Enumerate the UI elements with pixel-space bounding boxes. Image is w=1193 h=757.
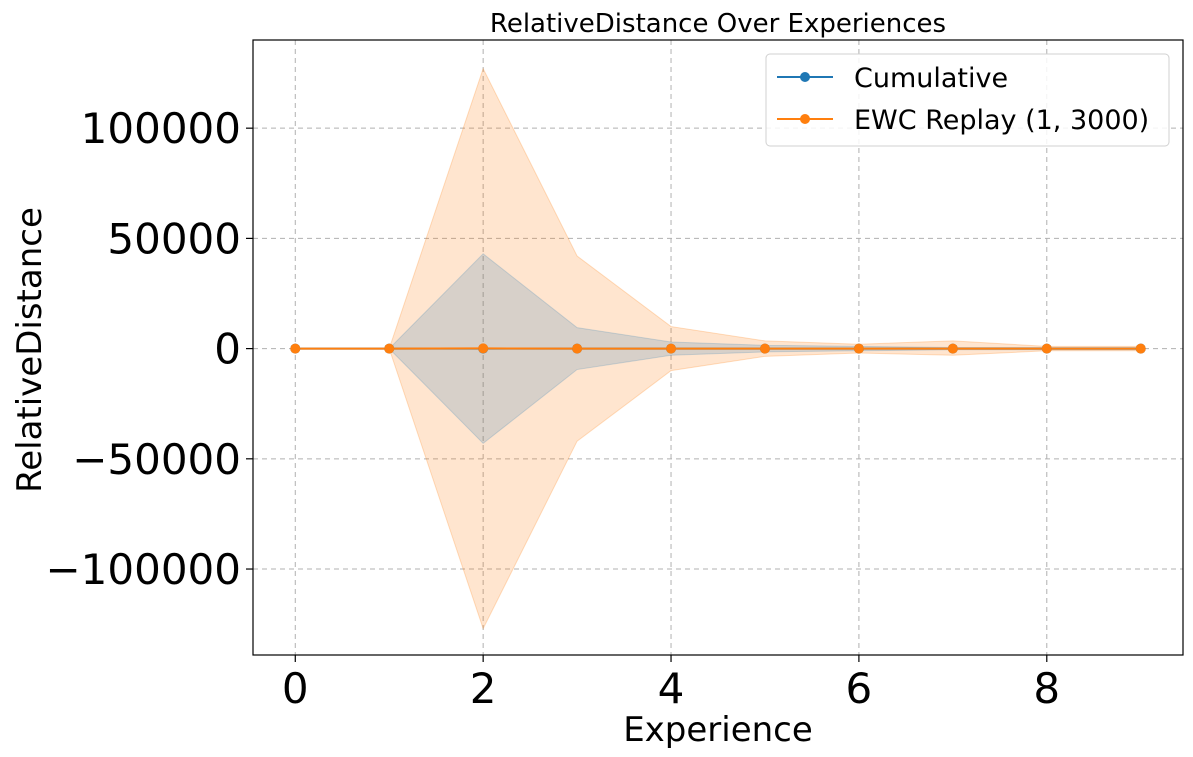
- point-ewc-replay: [666, 343, 677, 354]
- point-ewc-replay: [384, 343, 395, 354]
- point-ewc-replay: [290, 343, 301, 354]
- x-axis-ticks: 0 2 4 6 8: [282, 655, 1060, 713]
- point-ewc-replay: [572, 343, 583, 354]
- legend: Cumulative EWC Replay (1, 3000): [765, 53, 1170, 147]
- x-tick-label: 4: [658, 664, 685, 713]
- point-ewc-replay: [759, 343, 770, 354]
- x-tick-label: 6: [846, 664, 873, 713]
- legend-label-ewc-replay: EWC Replay (1, 3000): [854, 105, 1149, 136]
- y-tick-label: 50000: [107, 214, 241, 263]
- x-tick-label: 8: [1033, 664, 1060, 713]
- legend-label-cumulative: Cumulative: [854, 63, 1008, 94]
- point-ewc-replay: [853, 343, 864, 354]
- x-axis-label: Experience: [623, 710, 813, 750]
- x-tick-label: 0: [282, 664, 309, 713]
- y-axis-label: RelativeDistance: [10, 207, 50, 493]
- x-tick-label: 2: [470, 664, 497, 713]
- series-points: [290, 343, 1146, 354]
- y-tick-label: −100000: [45, 545, 241, 594]
- y-tick-label: 0: [214, 325, 241, 374]
- chart-title: RelativeDistance Over Experiences: [490, 9, 946, 39]
- point-ewc-replay: [1041, 343, 1052, 354]
- legend-marker-cumulative: [800, 72, 810, 82]
- point-ewc-replay: [1135, 343, 1146, 354]
- y-tick-label: 100000: [81, 104, 241, 153]
- point-ewc-replay: [478, 343, 489, 354]
- y-tick-label: −50000: [72, 435, 241, 484]
- plot-frame: [252, 39, 1184, 656]
- point-ewc-replay: [947, 343, 958, 354]
- legend-box: [765, 53, 1170, 147]
- legend-marker-ewc-replay: [800, 114, 810, 124]
- y-axis-ticks: −100000 −50000 0 50000 100000: [45, 104, 253, 594]
